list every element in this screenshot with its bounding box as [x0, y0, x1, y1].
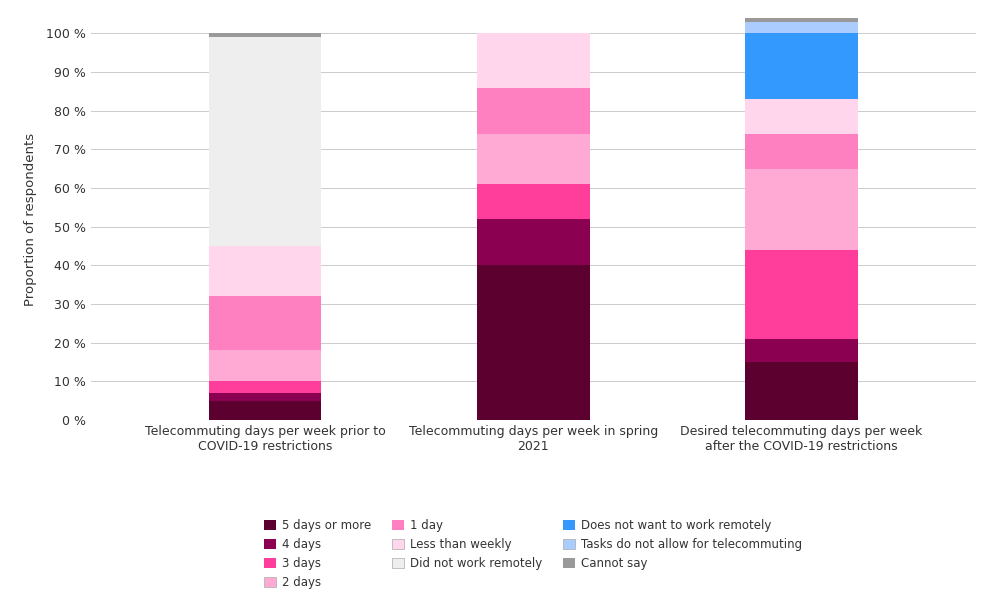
Bar [745, 362, 858, 420]
Bar [477, 184, 590, 219]
Y-axis label: Proportion of respondents: Proportion of respondents [24, 133, 37, 305]
Bar [208, 382, 321, 393]
Bar [745, 34, 858, 99]
Bar [745, 22, 858, 34]
Bar [477, 219, 590, 265]
Bar [208, 350, 321, 382]
Bar [208, 246, 321, 296]
Bar [745, 169, 858, 250]
Bar [745, 339, 858, 362]
Bar [477, 34, 590, 88]
Bar [208, 37, 321, 246]
Bar [208, 401, 321, 420]
Bar [745, 14, 858, 22]
Bar [208, 296, 321, 350]
Bar [745, 134, 858, 169]
Bar [208, 34, 321, 37]
Bar [745, 250, 858, 339]
Legend: 5 days or more, 4 days, 3 days, 2 days, 1 day, Less than weekly, Did not work re: 5 days or more, 4 days, 3 days, 2 days, … [260, 514, 807, 593]
Bar [477, 88, 590, 134]
Bar [208, 393, 321, 401]
Bar [477, 265, 590, 420]
Bar [477, 134, 590, 184]
Bar [745, 99, 858, 134]
